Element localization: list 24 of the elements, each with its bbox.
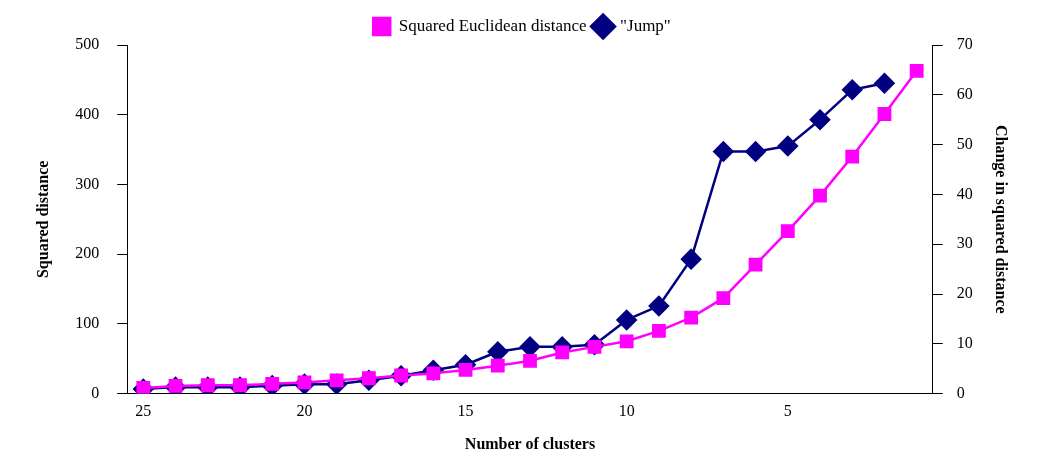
y2-tick-label: 50 <box>956 134 973 152</box>
x-axis-title: Number of clusters <box>464 434 596 452</box>
y-tick-label: 200 <box>75 244 100 262</box>
y-tick-label: 500 <box>75 35 100 53</box>
y-tick-label: 100 <box>75 314 100 332</box>
x-tick-label: 20 <box>296 402 313 420</box>
y-axis-title: Squared distance <box>33 160 52 279</box>
y-tick-label: 400 <box>75 104 100 122</box>
x-tick-label: 10 <box>618 402 635 420</box>
x-tick-label: 5 <box>783 402 792 420</box>
y2-tick-label: 60 <box>956 85 973 102</box>
y2-tick-label: 0 <box>956 383 965 401</box>
y2-tick-label: 70 <box>956 35 973 53</box>
x-tick-label: 25 <box>135 402 152 420</box>
y2-tick-label: 40 <box>956 184 973 202</box>
y2-tick-label: 10 <box>956 334 973 351</box>
y2-axis-title: Change in squared distance <box>992 124 1011 314</box>
legend-label: Squared Euclidean distance <box>398 15 587 35</box>
y-tick-label: 0 <box>91 383 100 401</box>
legend-label: "Jump" <box>620 15 671 35</box>
y2-tick-label: 20 <box>956 284 973 302</box>
y-tick-label: 300 <box>75 174 100 192</box>
y2-tick-label: 30 <box>956 234 973 252</box>
x-tick-label: 15 <box>457 402 474 420</box>
